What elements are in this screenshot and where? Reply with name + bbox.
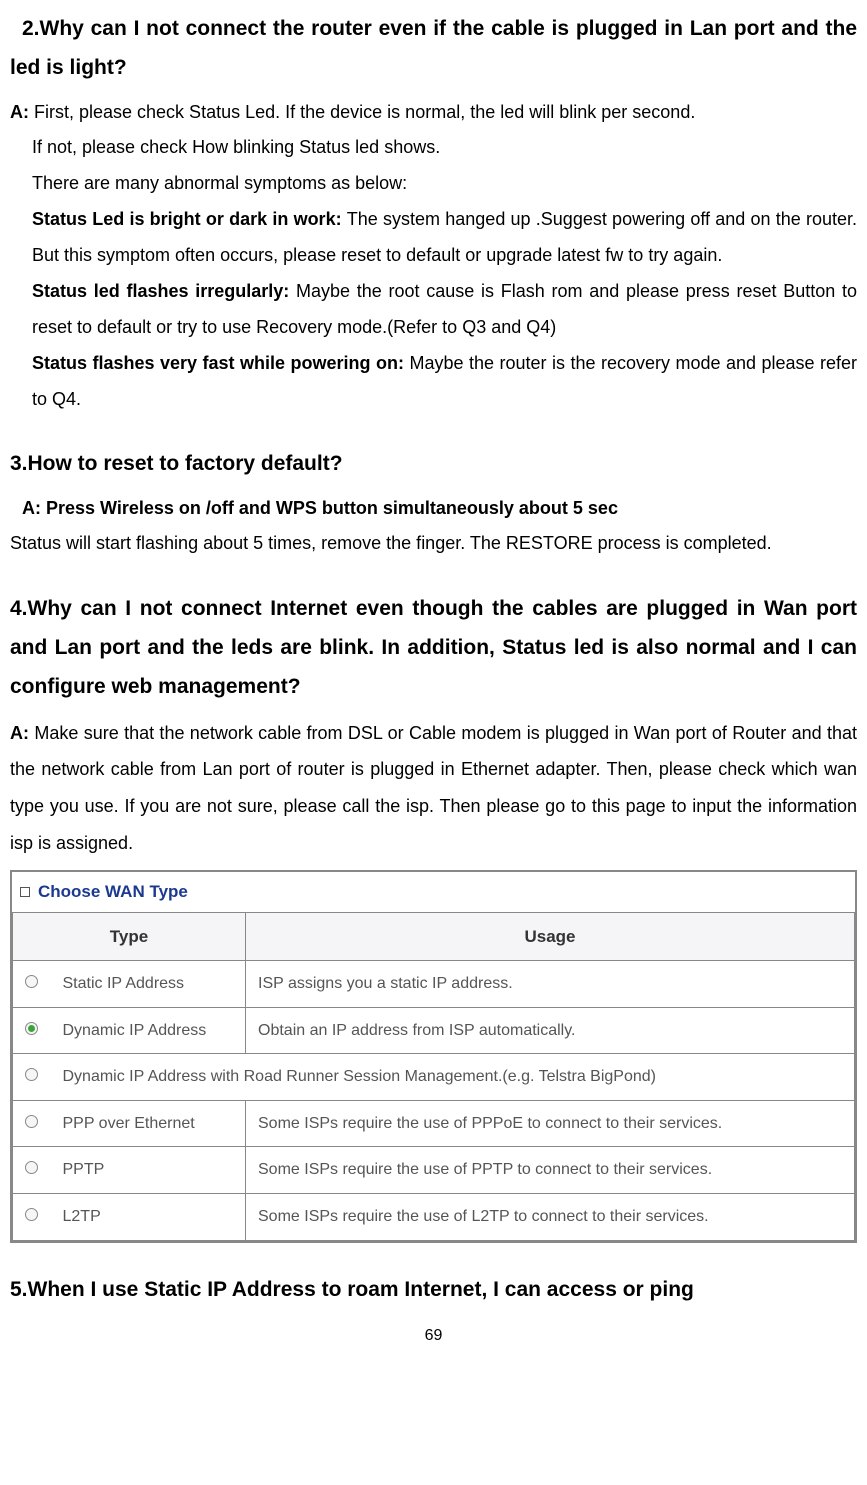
- q4-a-text: Make sure that the network cable from DS…: [10, 723, 857, 854]
- page-number: 69: [10, 1321, 857, 1351]
- q3-a-prefix: A:: [22, 498, 46, 518]
- q2-block: 2.Why can I not connect the router even …: [10, 10, 857, 417]
- table-row[interactable]: PPTPSome ISPs require the use of PPTP to…: [13, 1147, 855, 1194]
- q4-a-prefix: A:: [10, 723, 34, 743]
- table-row[interactable]: L2TPSome ISPs require the use of L2TP to…: [13, 1193, 855, 1240]
- wan-row-usage: ISP assigns you a static IP address.: [246, 960, 855, 1007]
- radio-icon[interactable]: [25, 1068, 38, 1081]
- q2-sym1-bold: Status Led is bright or dark in work:: [32, 209, 347, 229]
- table-row[interactable]: Static IP AddressISP assigns you a stati…: [13, 960, 855, 1007]
- q2-sym3-bold: Status flashes very fast while powering …: [32, 353, 409, 373]
- q3-block: 3.How to reset to factory default? A: Pr…: [10, 445, 857, 562]
- wan-row-type: L2TP: [51, 1193, 246, 1240]
- wan-panel-header: Choose WAN Type: [12, 872, 855, 911]
- radio-cell[interactable]: [13, 1147, 51, 1194]
- q2-sym2: Status led flashes irregularly: Maybe th…: [32, 273, 857, 345]
- radio-icon[interactable]: [25, 975, 38, 988]
- q3-para: Status will start flashing about 5 times…: [10, 525, 857, 562]
- wan-row-usage: Obtain an IP address from ISP automatica…: [246, 1007, 855, 1054]
- th-type: Type: [13, 912, 246, 960]
- wan-type-table: Type Usage Static IP AddressISP assigns …: [12, 912, 855, 1241]
- table-row[interactable]: PPP over EthernetSome ISPs require the u…: [13, 1100, 855, 1147]
- q2-a2: If not, please check How blinking Status…: [32, 129, 857, 165]
- q5-heading: 5.When I use Static IP Address to roam I…: [10, 1271, 857, 1310]
- radio-cell[interactable]: [13, 1054, 51, 1101]
- q5-block: 5.When I use Static IP Address to roam I…: [10, 1271, 857, 1310]
- wan-row-type: Dynamic IP Address: [51, 1007, 246, 1054]
- q2-sym1: Status Led is bright or dark in work: Th…: [32, 201, 857, 273]
- table-row[interactable]: Dynamic IP AddressObtain an IP address f…: [13, 1007, 855, 1054]
- wan-row-full: Dynamic IP Address with Road Runner Sess…: [51, 1054, 855, 1101]
- wan-row-type: PPTP: [51, 1147, 246, 1194]
- radio-cell[interactable]: [13, 1007, 51, 1054]
- a-prefix: A:: [10, 102, 34, 122]
- radio-cell[interactable]: [13, 1100, 51, 1147]
- radio-cell[interactable]: [13, 960, 51, 1007]
- wan-row-usage: Some ISPs require the use of PPTP to con…: [246, 1147, 855, 1194]
- q2-heading: 2.Why can I not connect the router even …: [10, 10, 857, 88]
- q4-heading: 4.Why can I not connect Internet even th…: [10, 590, 857, 707]
- radio-icon[interactable]: [25, 1115, 38, 1128]
- q3-heading: 3.How to reset to factory default?: [10, 445, 857, 484]
- wan-panel-title: Choose WAN Type: [38, 876, 188, 907]
- wan-row-type: PPP over Ethernet: [51, 1100, 246, 1147]
- panel-collapse-icon[interactable]: [20, 887, 30, 897]
- table-row[interactable]: Dynamic IP Address with Road Runner Sess…: [13, 1054, 855, 1101]
- wan-row-usage: Some ISPs require the use of PPPoE to co…: [246, 1100, 855, 1147]
- wan-row-usage: Some ISPs require the use of L2TP to con…: [246, 1193, 855, 1240]
- wan-row-type: Static IP Address: [51, 960, 246, 1007]
- wan-panel: Choose WAN Type Type Usage Static IP Add…: [10, 870, 857, 1242]
- q2-sym3: Status flashes very fast while powering …: [32, 345, 857, 417]
- th-usage: Usage: [246, 912, 855, 960]
- radio-icon[interactable]: [25, 1022, 38, 1035]
- q4-block: 4.Why can I not connect Internet even th…: [10, 590, 857, 1243]
- q2-sym2-bold: Status led flashes irregularly:: [32, 281, 296, 301]
- q4-answer: A: Make sure that the network cable from…: [10, 715, 857, 863]
- radio-cell[interactable]: [13, 1193, 51, 1240]
- q2-a1: A: First, please check Status Led. If th…: [10, 96, 857, 129]
- q3-a-line: A: Press Wireless on /off and WPS button…: [10, 492, 857, 525]
- q2-a3: There are many abnormal symptoms as belo…: [32, 165, 857, 201]
- radio-icon[interactable]: [25, 1208, 38, 1221]
- q2-a1-text: First, please check Status Led. If the d…: [34, 102, 695, 122]
- q3-a-bold: Press Wireless on /off and WPS button si…: [46, 498, 618, 518]
- radio-icon[interactable]: [25, 1161, 38, 1174]
